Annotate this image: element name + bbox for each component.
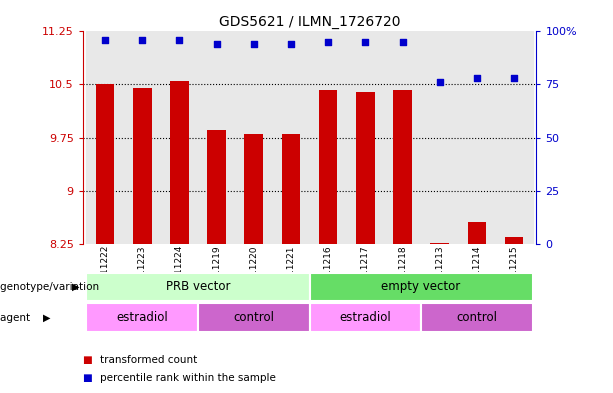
Text: estradiol: estradiol: [340, 311, 391, 324]
Bar: [504, 237, 524, 244]
Bar: [310, 273, 533, 301]
Bar: [421, 303, 533, 332]
Point: [137, 37, 147, 43]
Text: PRB vector: PRB vector: [166, 280, 230, 294]
Bar: [86, 31, 124, 244]
Text: ▶: ▶: [72, 282, 80, 292]
Point: [100, 37, 110, 43]
Bar: [198, 303, 310, 332]
Bar: [86, 303, 198, 332]
Text: genotype/variation: genotype/variation: [0, 282, 102, 292]
Bar: [245, 134, 263, 244]
Bar: [421, 31, 459, 244]
Bar: [384, 31, 421, 244]
Text: transformed count: transformed count: [100, 354, 197, 365]
Bar: [310, 303, 421, 332]
Text: ▶: ▶: [43, 313, 50, 323]
Bar: [133, 88, 151, 244]
Bar: [282, 134, 300, 244]
Bar: [393, 90, 412, 244]
Bar: [319, 90, 337, 244]
Text: percentile rank within the sample: percentile rank within the sample: [100, 373, 276, 383]
Bar: [356, 92, 375, 244]
Bar: [459, 31, 495, 244]
Bar: [347, 31, 384, 244]
Bar: [468, 222, 486, 244]
Point: [398, 39, 408, 45]
Bar: [198, 31, 235, 244]
Bar: [96, 84, 115, 244]
Point: [472, 75, 482, 81]
Bar: [235, 31, 272, 244]
Bar: [430, 243, 449, 244]
Bar: [272, 31, 310, 244]
Point: [323, 39, 333, 45]
Bar: [161, 31, 198, 244]
Text: agent: agent: [0, 313, 33, 323]
Point: [435, 79, 444, 86]
Point: [360, 39, 370, 45]
Bar: [495, 31, 533, 244]
Title: GDS5621 / ILMN_1726720: GDS5621 / ILMN_1726720: [219, 15, 400, 29]
Bar: [310, 31, 347, 244]
Text: control: control: [457, 311, 497, 324]
Text: control: control: [234, 311, 274, 324]
Bar: [170, 81, 189, 244]
Point: [175, 37, 185, 43]
Text: ■: ■: [83, 373, 96, 383]
Text: estradiol: estradiol: [116, 311, 168, 324]
Text: ■: ■: [83, 354, 96, 365]
Point: [249, 41, 259, 47]
Bar: [86, 273, 310, 301]
Text: empty vector: empty vector: [381, 280, 461, 294]
Bar: [124, 31, 161, 244]
Point: [211, 41, 221, 47]
Bar: [207, 130, 226, 244]
Point: [509, 75, 519, 81]
Point: [286, 41, 296, 47]
